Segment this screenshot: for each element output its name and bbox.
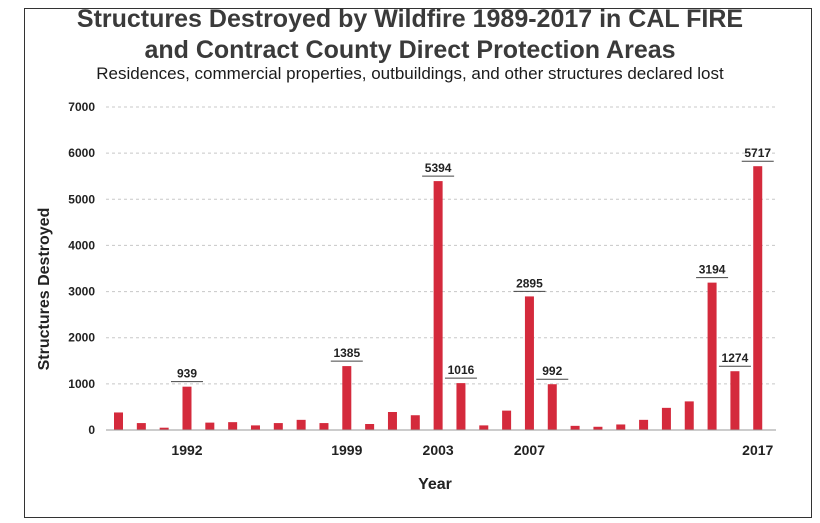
bar-1994 [228, 422, 238, 430]
data-label-2004: 1016 [448, 363, 475, 377]
bar-1998 [319, 423, 329, 430]
data-label-2003: 5394 [425, 161, 452, 175]
data-label-2015: 3194 [699, 263, 726, 277]
bar-2002 [410, 415, 420, 430]
bar-2014 [684, 401, 694, 430]
x-tick-label-1992: 1992 [171, 442, 202, 458]
bar-1996 [273, 423, 283, 430]
bar-2013 [661, 407, 671, 430]
bar-1995 [250, 425, 260, 430]
data-label-2017: 5717 [744, 146, 771, 160]
chart-title-line-2: and Contract County Direct Protection Ar… [144, 36, 676, 64]
x-tick-label-2017: 2017 [742, 442, 773, 458]
bar-2005 [479, 425, 489, 430]
bar-1992 [182, 386, 192, 430]
data-label-2007: 2895 [516, 276, 543, 290]
y-tick-label: 2000 [68, 331, 95, 345]
data-label-2016: 1274 [722, 351, 749, 365]
bar-2004 [456, 383, 466, 430]
y-tick-label: 5000 [68, 192, 95, 206]
bar-2010 [593, 426, 603, 430]
bar-2003 [433, 181, 443, 430]
bar-1990 [136, 423, 146, 430]
data-label-2008: 992 [542, 364, 562, 378]
y-tick-label: 7000 [68, 100, 95, 114]
x-tick-label-1999: 1999 [331, 442, 362, 458]
y-axis-ticks: 0 1000 2000 3000 4000 5000 6000 7000 [68, 100, 95, 437]
bar-1993 [205, 422, 215, 430]
bar-1999 [342, 366, 352, 430]
data-labels: 939 1385 5394 1016 2895 992 3194 1274 5717 [170, 146, 774, 383]
bars [114, 166, 763, 430]
bar-1989 [114, 412, 123, 430]
chart-frame [24, 8, 812, 518]
bar-2006 [502, 410, 512, 430]
y-tick-label: 0 [88, 423, 95, 437]
x-axis-ticks: 1992 1999 2003 2007 2017 [171, 442, 773, 458]
bar-2009 [570, 425, 580, 430]
bar-2015 [707, 282, 717, 430]
x-axis-title: Year [418, 476, 452, 493]
bar-2017 [753, 166, 763, 430]
gridlines [106, 106, 776, 385]
x-tick-label-2003: 2003 [423, 442, 454, 458]
data-label-1999: 1385 [333, 346, 360, 360]
bar-2008 [547, 384, 557, 430]
y-axis-title: Structures Destroyed [36, 208, 53, 371]
y-tick-label: 1000 [68, 377, 95, 391]
x-tick-label-2007: 2007 [514, 442, 545, 458]
bar-2016 [730, 371, 740, 430]
data-label-1992: 939 [177, 367, 197, 381]
bar-2012 [639, 419, 649, 430]
bar-2000 [365, 424, 375, 430]
y-tick-label: 4000 [68, 238, 95, 252]
y-tick-label: 6000 [68, 146, 95, 160]
bar-2007 [524, 296, 534, 430]
bar-1997 [296, 419, 306, 430]
chart-title-line-1: Structures Destroyed by Wildfire 1989-20… [76, 5, 744, 33]
y-tick-label: 3000 [68, 285, 95, 299]
bar-2001 [387, 412, 397, 430]
bar-1991 [159, 427, 169, 430]
chart-subtitle: Residences, commercial properties, outbu… [96, 64, 724, 83]
bar-2011 [616, 424, 626, 430]
